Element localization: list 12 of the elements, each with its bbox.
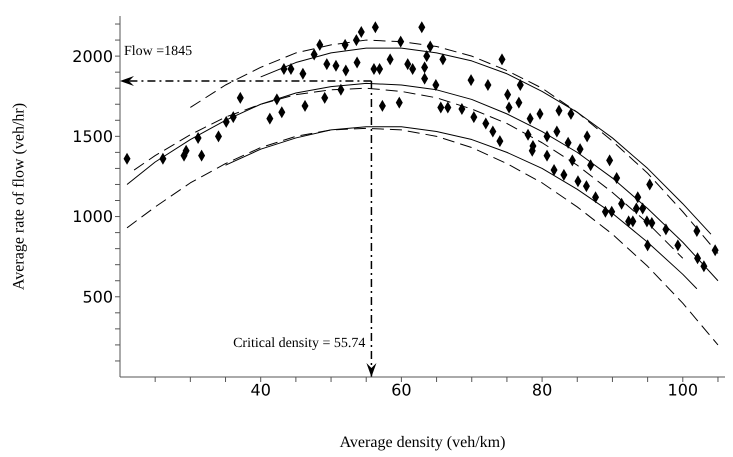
y-tick-label: 500 (82, 287, 113, 306)
x-tick-label: 80 (532, 380, 552, 400)
ref-line-label: Critical density = 55.74 (233, 336, 366, 351)
x-tick-label: 40 (250, 380, 271, 400)
x-tick-label: 100 (668, 380, 698, 400)
ref-line-label: Flow =1845 (124, 44, 192, 59)
y-axis-title: Average rate of flow (veh/hr) (10, 102, 28, 290)
y-tick-label: 1500 (72, 127, 113, 146)
x-tick-label: 60 (391, 380, 412, 400)
x-axis-title: Average density (veh/km) (340, 434, 506, 451)
y-tick-label: 1000 (72, 207, 113, 226)
y-tick-label: 2000 (72, 46, 113, 66)
